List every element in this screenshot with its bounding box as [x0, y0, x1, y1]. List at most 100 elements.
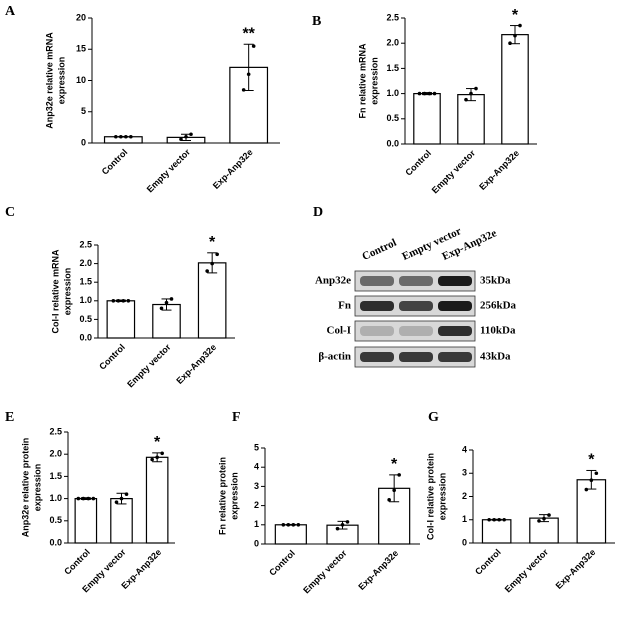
data-point [160, 451, 164, 456]
panel-letter: D [313, 205, 323, 220]
data-point [594, 471, 599, 476]
bar [110, 498, 133, 544]
data-point [291, 523, 296, 527]
data-point [518, 23, 522, 28]
y-tick-label: 4 [254, 462, 259, 472]
data-point [281, 523, 286, 527]
y-tick-label: 1.5 [79, 277, 92, 287]
data-point [119, 134, 123, 139]
data-point [124, 134, 128, 139]
y-tick-label: 10 [76, 75, 86, 85]
y-axis-label: expression [32, 464, 42, 512]
y-tick-label: 2 [462, 491, 467, 501]
bar [197, 262, 227, 339]
bar [457, 94, 485, 145]
size-label: 35kDa [480, 275, 511, 287]
y-axis-label: Fn relative mRNA [357, 43, 367, 119]
y-tick-label: 15 [76, 44, 86, 54]
y-tick-label: 2.5 [386, 12, 399, 22]
data-point [111, 299, 116, 303]
x-tick-label: Exp-Anp32e [174, 342, 218, 386]
blot-band [399, 301, 433, 311]
panel-letter: B [312, 14, 321, 29]
y-tick-label: 0.5 [79, 314, 92, 324]
bar [576, 479, 607, 544]
y-axis-label: expression [369, 57, 379, 105]
x-tick-label: Empty vector [301, 548, 349, 596]
protein-label: Anp32e [315, 275, 351, 287]
data-point [432, 91, 437, 96]
data-point [427, 91, 432, 96]
y-axis-label: expression [62, 268, 72, 316]
y-tick-label: 20 [76, 12, 86, 22]
data-point [387, 498, 391, 502]
y-tick-label: 5 [81, 106, 86, 116]
data-point [286, 523, 291, 527]
data-point [114, 500, 119, 504]
y-tick-label: 1.0 [49, 493, 62, 503]
panel-letter: A [5, 4, 16, 19]
panel-letter: F [232, 410, 241, 425]
data-point [150, 457, 154, 462]
data-point [116, 299, 121, 303]
y-tick-label: 0 [81, 137, 86, 147]
blot-band [438, 276, 472, 286]
data-point [246, 72, 251, 77]
blot-band [399, 326, 433, 336]
blot-band [399, 276, 433, 286]
bar [481, 519, 512, 544]
y-axis-label: expression [229, 472, 239, 520]
significance: * [154, 434, 161, 451]
y-tick-label: 5 [254, 442, 259, 452]
x-tick-label: Empty vector [125, 342, 173, 390]
significance: * [209, 234, 216, 251]
data-point [464, 97, 468, 102]
bar [529, 517, 559, 544]
y-axis-label: Fn relative protein [217, 457, 227, 535]
y-tick-label: 0 [254, 538, 259, 548]
y-tick-label: 1.0 [386, 88, 399, 98]
x-tick-label: Control [267, 548, 297, 578]
bar [413, 92, 441, 145]
data-point [164, 300, 169, 305]
y-axis-label: Anp32e relative mRNA [44, 32, 54, 129]
data-point [542, 516, 546, 521]
y-tick-label: 1.5 [386, 63, 399, 73]
data-point [397, 473, 401, 477]
blot-band [360, 276, 394, 286]
panel-letter: E [5, 410, 14, 425]
data-point [86, 496, 91, 501]
data-point [502, 517, 506, 522]
y-tick-label: 2 [254, 500, 259, 510]
y-tick-label: 1 [254, 519, 259, 529]
x-tick-label: Empty vector [430, 148, 478, 196]
data-point [392, 488, 396, 493]
data-point [422, 91, 427, 96]
bar [145, 456, 169, 544]
x-tick-label: Exp-Anp32e [477, 148, 521, 192]
data-point [119, 496, 124, 501]
data-point [129, 134, 133, 139]
significance: * [391, 456, 398, 473]
data-point [335, 526, 340, 531]
x-tick-label: Control [100, 147, 130, 177]
y-tick-label: 2.5 [49, 426, 62, 436]
data-point [179, 137, 183, 142]
data-point [469, 91, 473, 96]
data-point [210, 261, 214, 266]
y-tick-label: 0.0 [79, 332, 92, 342]
protein-label: Fn [338, 300, 351, 312]
bar [103, 136, 143, 144]
bar [74, 498, 98, 544]
x-tick-label: Control [473, 547, 503, 577]
data-point [487, 517, 491, 522]
data-point [184, 134, 188, 139]
data-point [508, 41, 512, 45]
y-axis-label: Col-I relative protein [425, 453, 435, 540]
data-point [121, 299, 126, 303]
data-point [497, 517, 501, 522]
data-point [126, 299, 131, 303]
blot-band [438, 352, 472, 362]
data-point [492, 517, 496, 522]
data-point [513, 33, 517, 38]
